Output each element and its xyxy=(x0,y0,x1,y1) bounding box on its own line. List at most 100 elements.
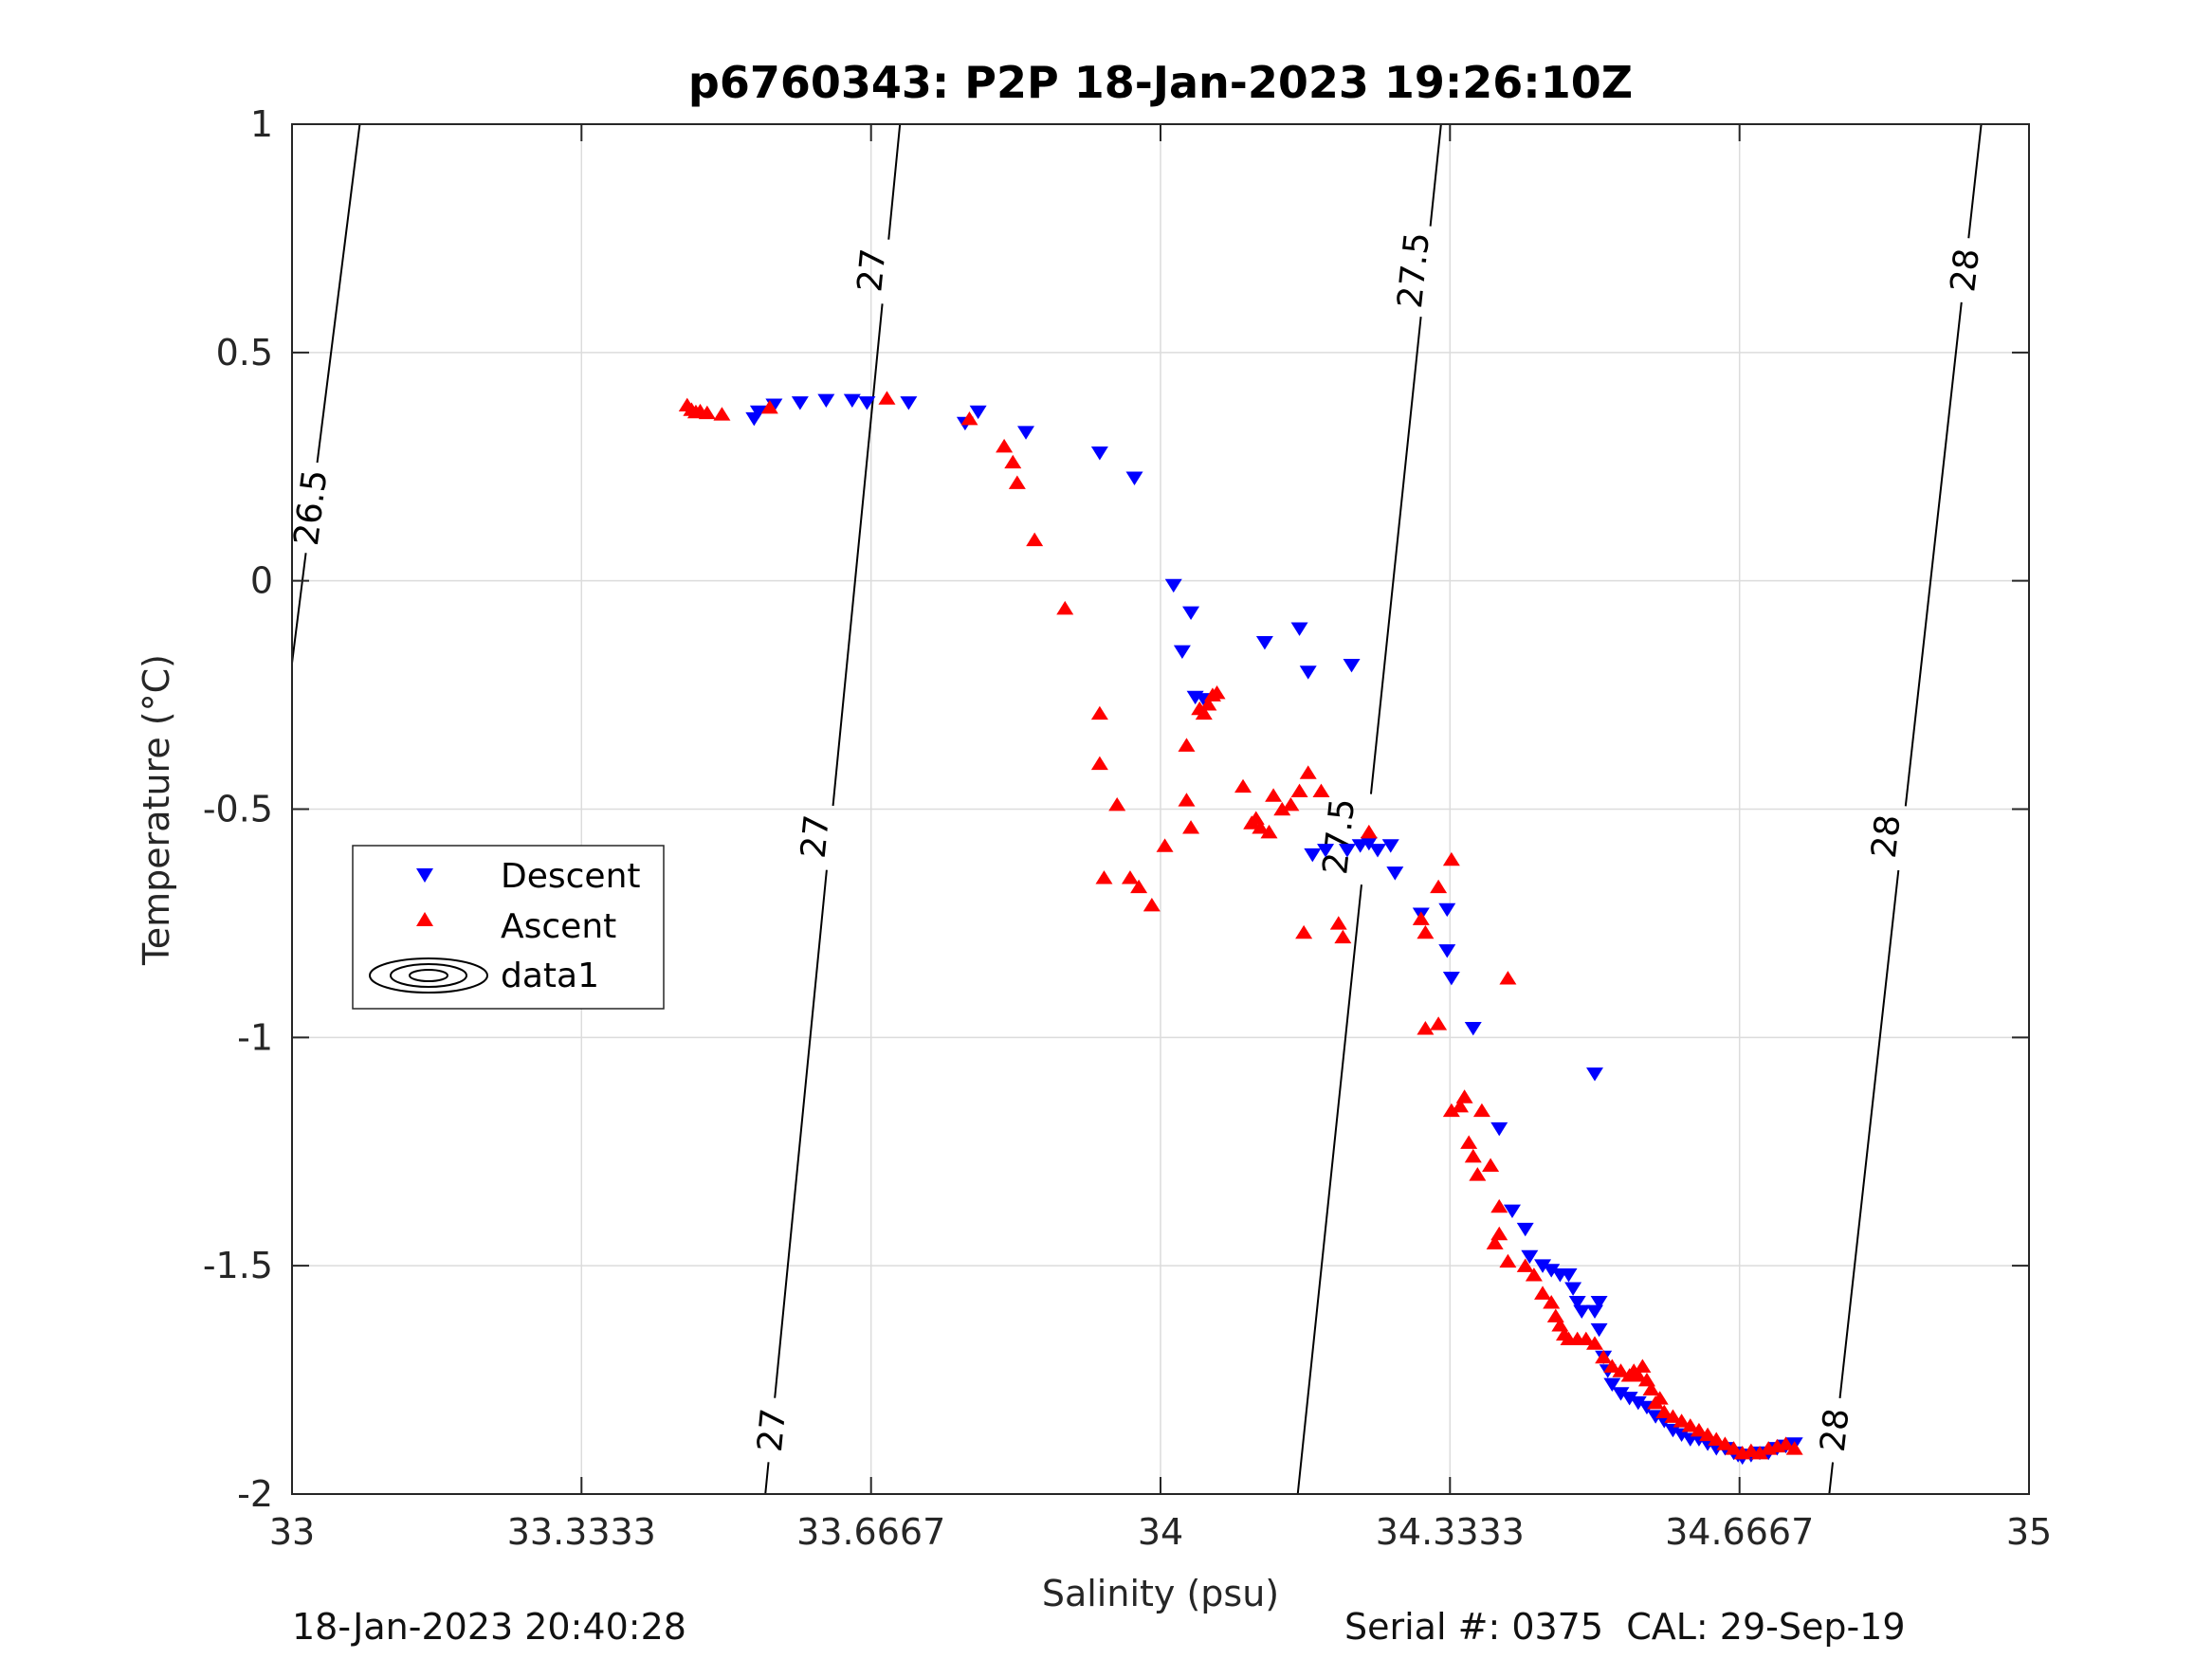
ascent-point xyxy=(1182,820,1200,834)
descent-point xyxy=(900,396,918,410)
x-tick-label: 34.3333 xyxy=(1376,1511,1525,1553)
ascent-point xyxy=(1699,1427,1717,1442)
ascent-point xyxy=(1642,1381,1660,1395)
ascent-point xyxy=(1751,1446,1769,1460)
descent-point xyxy=(1503,1204,1521,1219)
ascent-point xyxy=(1716,1436,1734,1450)
y-tick-label: 0 xyxy=(250,560,273,602)
descent-point xyxy=(1442,971,1460,986)
y-axis-label: Temperature (°C) xyxy=(136,654,177,966)
ascent-point xyxy=(1651,1391,1669,1405)
ascent-point xyxy=(1108,797,1126,811)
legend: Descent Ascent data1 xyxy=(352,845,665,1010)
ascent-point xyxy=(1090,756,1108,771)
descent-point xyxy=(1620,1392,1638,1406)
ascent-point xyxy=(1460,1135,1478,1149)
descent-point xyxy=(1521,1249,1539,1265)
axis-ticks: 33 33.3333 33.6667 34 34.3333 34.6667 35 -2 -1.5… xyxy=(203,103,2052,1553)
contour-line-28 xyxy=(1838,869,1900,1399)
ascent-point xyxy=(996,438,1014,453)
descent-point xyxy=(1017,426,1035,440)
ascent-point xyxy=(1655,1404,1673,1419)
ascent-point xyxy=(1534,1285,1552,1300)
ascent-point xyxy=(1577,1331,1595,1345)
contour-label: 28 xyxy=(1944,246,1987,294)
descent-point xyxy=(1590,1295,1608,1310)
grid xyxy=(292,124,2029,1494)
ascent-point xyxy=(1090,705,1108,720)
ascent-point xyxy=(1417,1021,1435,1035)
ascent-point xyxy=(1725,1441,1743,1455)
x-axis-label: Salinity (psu) xyxy=(1042,1573,1279,1614)
ascent-point xyxy=(1004,454,1022,469)
footer-serial-calibration: Serial #: 0375 CAL: 29-Sep-19 xyxy=(1344,1606,1906,1648)
descent-point xyxy=(1490,1121,1508,1137)
ascent-point xyxy=(1417,924,1435,939)
ascent-point xyxy=(1329,916,1347,930)
ascent-point xyxy=(1178,793,1196,807)
contour-label: 27.5 xyxy=(1391,230,1437,310)
ascent-point xyxy=(1312,783,1330,797)
descent-point xyxy=(1343,659,1361,673)
ascent-point xyxy=(1629,1368,1647,1382)
contour-line-27 xyxy=(774,869,828,1398)
ascent-point xyxy=(1595,1349,1613,1364)
ascent-point xyxy=(1430,879,1448,894)
descent-point xyxy=(1255,635,1273,650)
y-tick-label: -0.5 xyxy=(203,789,273,830)
ascent-point xyxy=(1295,924,1313,939)
ascent-point xyxy=(1156,838,1174,852)
descent-point xyxy=(1438,944,1456,958)
contour-line-27 xyxy=(887,123,902,240)
ascent-point xyxy=(1612,1363,1630,1377)
descent-point xyxy=(1564,1282,1582,1296)
ascent-point xyxy=(1490,1198,1508,1213)
ascent-point xyxy=(1472,1103,1490,1118)
footer-timestamp: 18-Jan-2023 20:40:28 xyxy=(292,1606,686,1648)
ascent-point xyxy=(1095,870,1113,884)
x-tick-label: 35 xyxy=(2006,1511,2052,1553)
ascent-point xyxy=(1603,1358,1621,1373)
ascent-point xyxy=(960,411,978,426)
ascent-point xyxy=(1482,1158,1500,1172)
ascent-point xyxy=(1260,824,1278,839)
chart-title: p6760343: P2P 18-Jan-2023 19:26:10Z xyxy=(688,57,1633,108)
ascent-point xyxy=(1026,532,1044,547)
ascent-point xyxy=(1708,1431,1726,1446)
descent-point xyxy=(1612,1387,1630,1401)
ascent-point xyxy=(1199,697,1217,711)
ascent-point xyxy=(1334,929,1352,944)
ascent-point xyxy=(1008,475,1026,489)
descent-point xyxy=(1381,839,1399,853)
descent-point xyxy=(1369,844,1386,858)
y-tick-label: 1 xyxy=(250,103,273,145)
contour-line-28 xyxy=(1904,301,1963,807)
x-tick-label: 34.6667 xyxy=(1665,1511,1814,1553)
ascent-point xyxy=(1265,788,1283,802)
ascent-point xyxy=(1785,1441,1803,1455)
ascent-point xyxy=(1586,1336,1603,1350)
ascent-point xyxy=(1452,1098,1470,1113)
density-contours: 26.5 27 27 27 27.5 27.5 28 28 28 xyxy=(287,123,1987,1495)
descent-point xyxy=(1090,447,1108,461)
contour-label: 27.5 xyxy=(1316,796,1362,876)
ascent-point xyxy=(1681,1418,1699,1432)
contour-line-28 xyxy=(1828,1462,1835,1495)
descent-point xyxy=(1173,645,1191,659)
legend-descent-label: Descent xyxy=(501,857,641,896)
legend-data1-label: data1 xyxy=(501,957,599,995)
descent-point xyxy=(1304,848,1322,863)
ascent-point xyxy=(1282,797,1300,811)
descent-point xyxy=(1164,578,1182,593)
ascent-point xyxy=(878,391,896,405)
descent-point xyxy=(1573,1304,1591,1319)
ascent-point xyxy=(1490,1226,1508,1241)
ascent-point xyxy=(1499,971,1517,985)
y-tick-label: -2 xyxy=(237,1473,273,1515)
contour-line-26-5 xyxy=(316,123,361,464)
descent-point xyxy=(1360,836,1378,851)
contour-label: 28 xyxy=(1814,1407,1857,1454)
contour-line-28 xyxy=(1967,123,1983,239)
y-tick-label: -1.5 xyxy=(203,1245,273,1286)
ascent-point xyxy=(1525,1267,1543,1282)
